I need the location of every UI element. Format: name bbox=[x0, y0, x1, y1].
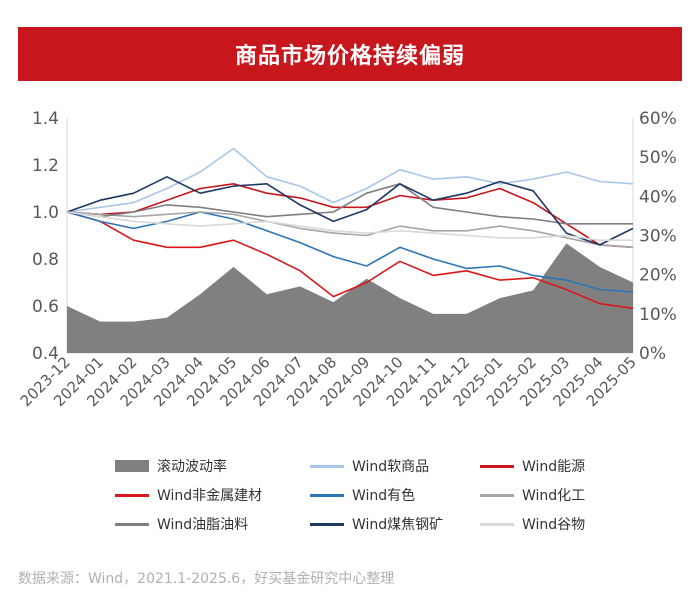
legend-label: Wind油脂油料 bbox=[157, 517, 249, 533]
line-series-0 bbox=[66, 147, 634, 213]
left-tick-label: 0.6 bbox=[32, 297, 59, 317]
legend-label: Wind软商品 bbox=[352, 459, 430, 475]
chart-title-banner: 商品市场价格持续偏弱 bbox=[18, 27, 682, 81]
legend-item: Wind非金属建材 bbox=[115, 485, 262, 505]
legend-label: Wind能源 bbox=[522, 459, 586, 475]
legend-swatch bbox=[115, 460, 149, 472]
line-series-1 bbox=[66, 183, 634, 249]
legend-item: Wind有色 bbox=[310, 485, 415, 505]
left-tick-label: 1.0 bbox=[32, 203, 59, 223]
legend-item: 滚动波动率 bbox=[115, 456, 227, 476]
right-tick-label: 50% bbox=[639, 148, 677, 168]
legend-item: Wind化工 bbox=[480, 485, 585, 505]
legend-swatch bbox=[480, 493, 514, 497]
line-series-2 bbox=[66, 211, 634, 310]
legend-item: Wind谷物 bbox=[480, 514, 585, 534]
right-tick-label: 60% bbox=[639, 109, 677, 129]
right-tick-label: 20% bbox=[639, 266, 677, 286]
source-note: 数据来源：Wind，2021.1-2025.6，好买基金研究中心整理 bbox=[18, 571, 395, 587]
legend-label: Wind有色 bbox=[352, 488, 416, 504]
legend-swatch bbox=[115, 522, 149, 526]
left-tick-label: 0.8 bbox=[32, 250, 59, 270]
legend-label: 滚动波动率 bbox=[157, 459, 227, 475]
right-tick-label: 30% bbox=[639, 227, 677, 247]
legend-item: Wind油脂油料 bbox=[115, 514, 248, 534]
legend-swatch bbox=[310, 464, 344, 468]
line-series-6 bbox=[66, 176, 634, 246]
legend-label: Wind化工 bbox=[522, 488, 586, 504]
legend-swatch bbox=[480, 464, 514, 468]
legend-swatch bbox=[310, 522, 344, 526]
right-tick-label: 40% bbox=[639, 187, 677, 207]
legend-label: Wind非金属建材 bbox=[157, 488, 263, 504]
line-series-4 bbox=[66, 211, 634, 249]
legend-item: Wind煤焦钢矿 bbox=[310, 514, 443, 534]
left-tick-label: 1.4 bbox=[32, 109, 59, 129]
line-series-3 bbox=[66, 211, 634, 293]
legend-swatch bbox=[115, 493, 149, 497]
right-tick-label: 10% bbox=[639, 305, 677, 325]
right-tick-label: 0% bbox=[639, 344, 666, 364]
area-series-rolling-volatility bbox=[67, 243, 633, 353]
legend-item: Wind软商品 bbox=[310, 456, 429, 476]
line-series-7 bbox=[66, 211, 633, 241]
legend-item: Wind能源 bbox=[480, 456, 585, 476]
legend-swatch bbox=[310, 493, 344, 497]
chart-plot: 0.40.60.81.01.21.40%10%20%30%40%50%60%20… bbox=[17, 109, 677, 410]
chart-title: 商品市场价格持续偏弱 bbox=[234, 44, 465, 69]
left-tick-label: 1.2 bbox=[32, 156, 59, 176]
legend-swatch bbox=[480, 522, 514, 526]
legend-label: Wind谷物 bbox=[522, 517, 586, 533]
left-tick-label: 0.4 bbox=[32, 344, 59, 364]
legend-label: Wind煤焦钢矿 bbox=[352, 517, 444, 533]
line-series-5 bbox=[66, 183, 633, 225]
